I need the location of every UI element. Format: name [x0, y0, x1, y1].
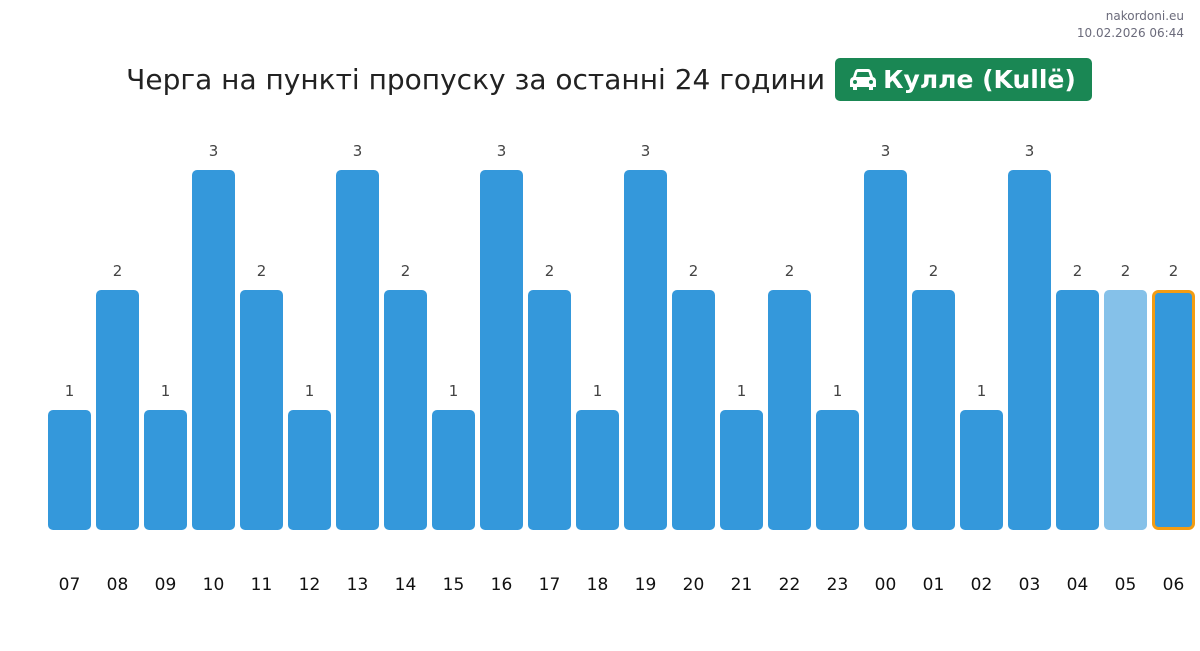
x-tick-02: 02 [971, 575, 993, 595]
value-label-15: 1 [449, 382, 459, 400]
value-label-21: 1 [737, 382, 747, 400]
value-label-17: 2 [545, 262, 555, 280]
x-tick-21: 21 [731, 575, 753, 595]
value-label-11: 2 [257, 262, 267, 280]
x-tick-06: 06 [1163, 575, 1185, 595]
x-tick-05: 05 [1115, 575, 1137, 595]
bar-14 [384, 290, 427, 530]
value-label-08: 2 [113, 262, 123, 280]
bar-11 [240, 290, 283, 530]
bar-01 [912, 290, 955, 530]
value-label-00: 3 [881, 142, 891, 160]
bar-04 [1056, 290, 1099, 530]
value-label-22: 2 [785, 262, 795, 280]
x-tick-11: 11 [251, 575, 273, 595]
value-label-04: 2 [1073, 262, 1083, 280]
timestamp: 10.02.2026 06:44 [1076, 26, 1184, 40]
x-tick-13: 13 [347, 575, 369, 595]
value-label-02: 1 [977, 382, 987, 400]
bar-00 [864, 170, 907, 530]
x-tick-15: 15 [443, 575, 465, 595]
value-label-01: 2 [929, 262, 939, 280]
value-label-09: 1 [161, 382, 171, 400]
value-label-03: 3 [1025, 142, 1035, 160]
value-label-23: 1 [833, 382, 843, 400]
bar-12 [288, 410, 331, 530]
bar-23 [816, 410, 859, 530]
value-label-10: 3 [209, 142, 219, 160]
bar-18 [576, 410, 619, 530]
bar-17 [528, 290, 571, 530]
bar-21 [720, 410, 763, 530]
x-tick-17: 17 [539, 575, 561, 595]
x-tick-18: 18 [587, 575, 609, 595]
x-tick-07: 07 [59, 575, 81, 595]
bar-13 [336, 170, 379, 530]
x-tick-09: 09 [155, 575, 177, 595]
x-tick-16: 16 [491, 575, 513, 595]
value-label-13: 3 [353, 142, 363, 160]
value-label-19: 3 [641, 142, 651, 160]
value-label-18: 1 [593, 382, 603, 400]
header: Черга на пункті пропуску за останні 24 г… [0, 58, 1200, 101]
x-tick-20: 20 [683, 575, 705, 595]
bar-19 [624, 170, 667, 530]
x-tick-00: 00 [875, 575, 897, 595]
bar-02 [960, 410, 1003, 530]
bar-22 [768, 290, 811, 530]
x-tick-19: 19 [635, 575, 657, 595]
x-tick-22: 22 [779, 575, 801, 595]
x-tick-03: 03 [1019, 575, 1041, 595]
x-tick-01: 01 [923, 575, 945, 595]
bar-07 [48, 410, 91, 530]
bar-05 [1104, 290, 1147, 530]
x-tick-10: 10 [203, 575, 225, 595]
chart-title: Черга на пункті пропуску за останні 24 г… [126, 63, 826, 96]
meta-info: nakordoni.eu 10.02.2026 06:44 [1077, 8, 1184, 42]
value-label-20: 2 [689, 262, 699, 280]
value-label-16: 3 [497, 142, 507, 160]
x-tick-14: 14 [395, 575, 417, 595]
bar-06 [1152, 290, 1195, 530]
bar-15 [432, 410, 475, 530]
bar-09 [144, 410, 187, 530]
x-tick-12: 12 [299, 575, 321, 595]
site-name: nakordoni.eu [1105, 9, 1184, 23]
bar-20 [672, 290, 715, 530]
bar-08 [96, 290, 139, 530]
value-label-07: 1 [65, 382, 75, 400]
car-icon [850, 68, 877, 90]
value-label-14: 2 [401, 262, 411, 280]
x-tick-23: 23 [827, 575, 849, 595]
bar-16 [480, 170, 523, 530]
bar-03 [1008, 170, 1051, 530]
x-tick-08: 08 [107, 575, 129, 595]
checkpoint-badge: Кулле (Kullë) [835, 58, 1092, 101]
value-label-05: 2 [1121, 262, 1131, 280]
checkpoint-name: Кулле (Kullë) [883, 65, 1076, 94]
x-tick-04: 04 [1067, 575, 1089, 595]
bar-10 [192, 170, 235, 530]
value-label-06: 2 [1169, 262, 1179, 280]
value-label-12: 1 [305, 382, 315, 400]
